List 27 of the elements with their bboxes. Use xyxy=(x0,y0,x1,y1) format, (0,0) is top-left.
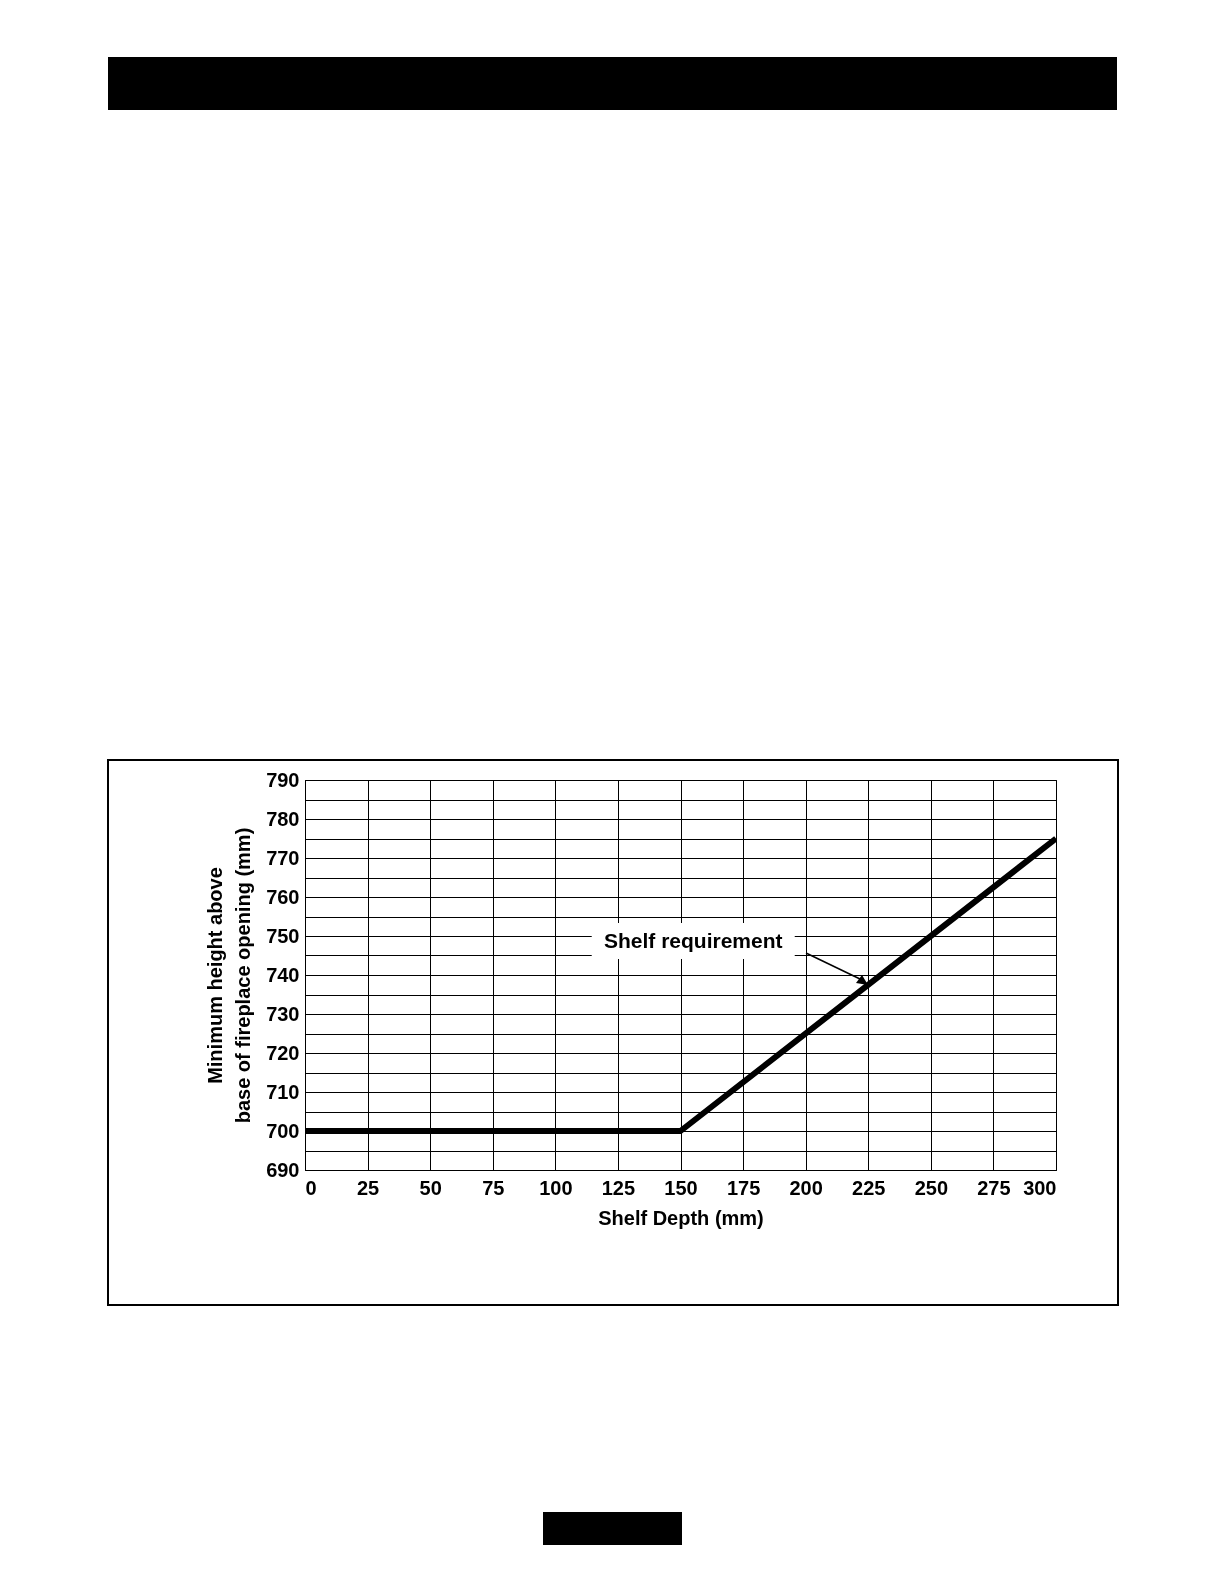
x-tick-label: 150 xyxy=(664,1176,698,1199)
x-tick-label: 25 xyxy=(356,1176,380,1199)
y-tick-label: 730 xyxy=(266,1002,300,1025)
x-tick-label: 300 xyxy=(1023,1176,1057,1199)
x-axis-title: Shelf Depth (mm) xyxy=(598,1206,764,1229)
y-tick-label: 710 xyxy=(266,1080,300,1103)
y-tick-label: 700 xyxy=(266,1119,300,1142)
y-axis-title: Minimum height above base of fireplace opening (mm) xyxy=(204,827,255,1124)
y-tick-label: 720 xyxy=(266,1041,300,1064)
y-tick-label: 750 xyxy=(266,924,300,947)
annotation: Shelf requirement xyxy=(591,922,795,959)
y-tick-label: 760 xyxy=(266,885,300,908)
x-tick-label: 275 xyxy=(977,1176,1011,1199)
x-tick-label: 50 xyxy=(419,1176,442,1199)
y-tick-label: 790 xyxy=(266,768,300,791)
y-tick-label: 740 xyxy=(266,963,300,986)
x-tick-label: 250 xyxy=(914,1176,949,1199)
x-tick-label: 175 xyxy=(726,1176,761,1199)
x-tick-label: 200 xyxy=(789,1176,823,1199)
x-tick-label: 225 xyxy=(852,1176,886,1199)
y-tick-label: 780 xyxy=(266,807,300,830)
x-tick-label: 75 xyxy=(482,1176,505,1199)
y-tick-label: 690 xyxy=(266,1158,300,1181)
y-tick-label: 770 xyxy=(266,846,300,869)
x-tick-label: 125 xyxy=(601,1176,636,1199)
x-tick-label: 100 xyxy=(539,1176,573,1199)
x-tick-label: 0 xyxy=(305,1176,317,1199)
